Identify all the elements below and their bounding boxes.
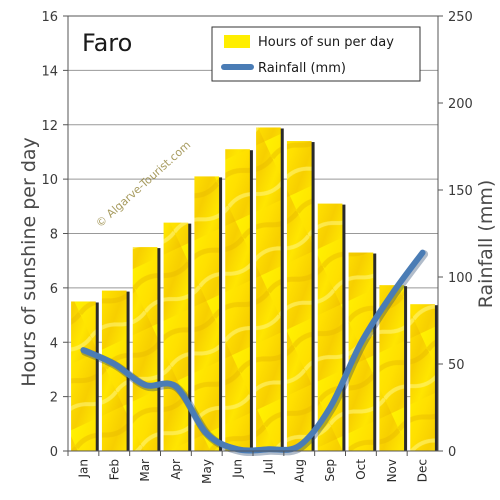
y-tick-label: 4 (50, 336, 58, 351)
x-tick-label: Jul (261, 459, 275, 474)
y2-tick-label: 100 (448, 271, 473, 286)
x-tick-label: Feb (107, 459, 121, 480)
y2-tick-label: 50 (448, 358, 465, 373)
legend-sun-label: Hours of sun per day (258, 35, 394, 50)
chart-title: Faro (82, 29, 132, 57)
x-tick-label: Oct (354, 459, 368, 480)
y-tick-label: 6 (50, 282, 58, 297)
legend-rain-label: Rainfall (mm) (258, 61, 346, 76)
sun-bar (132, 247, 158, 451)
y2-tick-label: 250 (448, 10, 473, 25)
y-tick-label: 16 (41, 10, 58, 25)
y-tick-label: 12 (41, 119, 58, 134)
rain-line (80, 249, 426, 454)
x-tick-label: Aug (292, 459, 306, 482)
y2-tick-label: 150 (448, 184, 473, 199)
x-tick-label: Dec (416, 459, 430, 482)
x-tick-label: Mar (138, 459, 152, 482)
y-tick-label: 0 (50, 445, 58, 460)
sun-bar (348, 252, 374, 451)
y-tick-label: 10 (41, 173, 58, 188)
legend-sun-swatch (224, 35, 250, 48)
y2-tick-label: 0 (448, 445, 456, 460)
y-tick-label: 2 (50, 391, 58, 406)
x-tick-label: May (200, 459, 214, 484)
sun-bar (286, 141, 312, 451)
sun-bar (163, 222, 189, 451)
axes: 0 2 4 6 8 10 12 14 16 0 50 100 150 200 250 Jan Feb Mar Apr… (41, 10, 472, 484)
y-axis-title: Hours of sunshine per day (18, 137, 40, 387)
sun-bar (194, 176, 220, 451)
x-tick-label: Nov (385, 459, 399, 482)
sun-bar (410, 304, 435, 451)
y-tick-label: 14 (41, 64, 58, 79)
sun-bar (71, 301, 96, 451)
plot-border (67, 15, 439, 452)
sun-bar (225, 149, 250, 451)
y2-axis-title: Rainfall (mm) (475, 180, 497, 309)
x-tick-label: Sep (323, 459, 337, 482)
sun-bar (379, 285, 405, 451)
legend: Hours of sun per day Rainfall (mm) (211, 26, 421, 82)
x-tick-label: Jun (231, 459, 245, 479)
x-tick-label: Apr (169, 459, 183, 480)
x-tick-label: Jan (76, 459, 90, 479)
y-tick-label: 8 (50, 228, 58, 243)
rain-line-layer (80, 249, 429, 457)
sun-bar (256, 127, 281, 451)
y2-tick-label: 200 (448, 97, 473, 112)
